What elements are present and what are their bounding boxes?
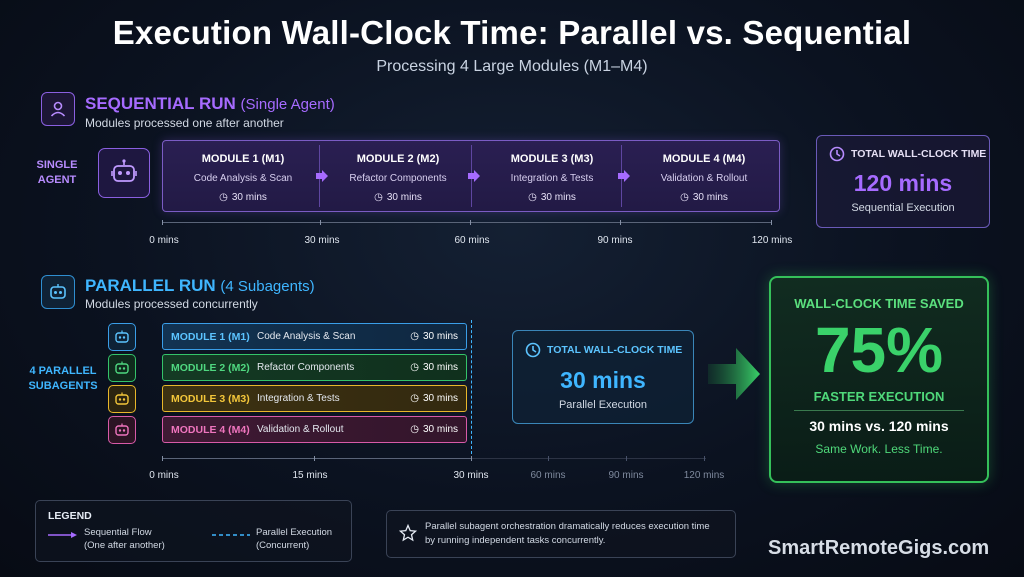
- parallel-subagents-label: 4 PARALLEL SUBAGENTS: [28, 365, 98, 392]
- arrow-right-icon: [316, 170, 328, 182]
- robot-icon: [108, 354, 136, 382]
- solid-arrow-icon: [48, 532, 77, 538]
- dashed-line-icon: [212, 534, 250, 536]
- robot-icon: [108, 323, 136, 351]
- parallel-axis: [162, 458, 472, 459]
- par-module-4: MODULE 4 (M4) Validation & Rollout ◷ 30 m…: [162, 416, 467, 443]
- par-module-3: MODULE 3 (M3) Integration & Tests ◷ 30 mi…: [162, 385, 467, 412]
- sequential-description: Modules processed one after another: [85, 116, 284, 130]
- total-label: TOTAL WALL-CLOCK TIME: [547, 344, 683, 356]
- clock-icon: ◷: [410, 331, 419, 342]
- axis-tick-label: 90 mins: [608, 470, 644, 481]
- seq-module-2: MODULE 2 (M2) Refactor Components ◷ 30 mi…: [349, 153, 447, 203]
- parallel-total-box: TOTAL WALL-CLOCK TIME 30 mins Parallel E…: [512, 330, 694, 424]
- axis-tick-label: 30 mins: [453, 470, 489, 481]
- clock-icon: ◷: [410, 424, 419, 435]
- robot-icon: [41, 275, 75, 309]
- parallel-heading: PARALLEL RUN (4 Subagents): [85, 276, 315, 295]
- brand-watermark: SmartRemoteGigs.com: [768, 537, 990, 559]
- page-title: Execution Wall-Clock Time: Parallel vs. …: [112, 14, 912, 51]
- clock-icon: ◷: [219, 192, 228, 203]
- axis-tick-label: 30 mins: [304, 235, 340, 246]
- clock-icon: [829, 146, 845, 162]
- single-agent-label: SINGLE AGENT: [36, 159, 78, 186]
- total-caption: Parallel Execution: [558, 399, 648, 411]
- legend: LEGEND Sequential Flow (One after another…: [35, 500, 352, 562]
- page-subtitle: Processing 4 Large Modules (M1–M4): [376, 58, 648, 75]
- axis-tick-label: 90 mins: [597, 235, 633, 246]
- sequential-timeline-bar: MODULE 1 (M1) Code Analysis & Scan ◷ 30 m…: [162, 140, 780, 212]
- total-caption: Sequential Execution: [851, 202, 955, 214]
- arrow-right-icon: [468, 170, 480, 182]
- info-note: Parallel subagent orchestration dramatic…: [386, 510, 736, 558]
- star-icon: [399, 524, 417, 542]
- clock-icon: ◷: [410, 393, 419, 404]
- sequential-heading: SEQUENTIAL RUN (Single Agent): [85, 94, 335, 113]
- saved-tagline: Same Work. Less Time.: [815, 442, 943, 456]
- par-module-1: MODULE 1 (M1) Code Analysis & Scan ◷ 30 m…: [162, 323, 467, 350]
- par-module-2: MODULE 2 (M2) Refactor Components ◷ 30 mi…: [162, 354, 467, 381]
- clock-icon: ◷: [528, 192, 537, 203]
- parallel-description: Modules processed concurrently: [85, 297, 258, 311]
- legend-title: LEGEND: [48, 510, 92, 522]
- axis-tick-label: 15 mins: [292, 470, 328, 481]
- parallel-completion-line: [471, 320, 472, 454]
- sequential-total-box: TOTAL WALL-CLOCK TIME 120 mins Sequentia…: [816, 135, 990, 228]
- arrow-right-icon: [618, 170, 630, 182]
- axis-tick-label: 60 mins: [530, 470, 566, 481]
- legend-parallel: Parallel Execution (Concurrent): [256, 527, 333, 551]
- axis-tick-label: 0 mins: [149, 470, 179, 481]
- arrow-right-icon: [708, 348, 760, 400]
- sequential-axis: [162, 222, 772, 223]
- clock-icon: ◷: [374, 192, 383, 203]
- robot-icon: [98, 148, 150, 198]
- robot-icon: [108, 416, 136, 444]
- total-label: TOTAL WALL-CLOCK TIME: [851, 148, 987, 160]
- seq-module-3: MODULE 3 (M3) Integration & Tests ◷ 30 mi…: [510, 153, 594, 203]
- legend-sequential: Sequential Flow (One after another): [84, 527, 165, 551]
- total-value: 120 mins: [853, 170, 953, 196]
- saved-caption: FASTER EXECUTION: [813, 389, 945, 404]
- robot-icon: [108, 385, 136, 413]
- seq-module-1: MODULE 1 (M1) Code Analysis & Scan ◷ 30 m…: [193, 153, 293, 203]
- note-text: Parallel subagent orchestration dramatic…: [425, 521, 710, 546]
- time-saved-box: WALL-CLOCK TIME SAVED 75% FASTER EXECUTI…: [769, 276, 989, 483]
- axis-tick-label: 60 mins: [454, 235, 490, 246]
- seq-module-4: MODULE 4 (M4) Validation & Rollout ◷ 30 m…: [660, 153, 748, 203]
- saved-label: WALL-CLOCK TIME SAVED: [794, 296, 964, 311]
- axis-tick-label: 120 mins: [683, 470, 725, 481]
- saved-comparison: 30 mins vs. 120 mins: [809, 418, 949, 434]
- user-icon: [41, 92, 75, 126]
- clock-icon: [525, 342, 541, 358]
- clock-icon: ◷: [410, 362, 419, 373]
- saved-percent: 75%: [814, 314, 944, 386]
- axis-tick-label: 120 mins: [751, 235, 793, 246]
- total-value: 30 mins: [560, 367, 646, 393]
- axis-tick-label: 0 mins: [149, 235, 179, 246]
- clock-icon: ◷: [680, 192, 689, 203]
